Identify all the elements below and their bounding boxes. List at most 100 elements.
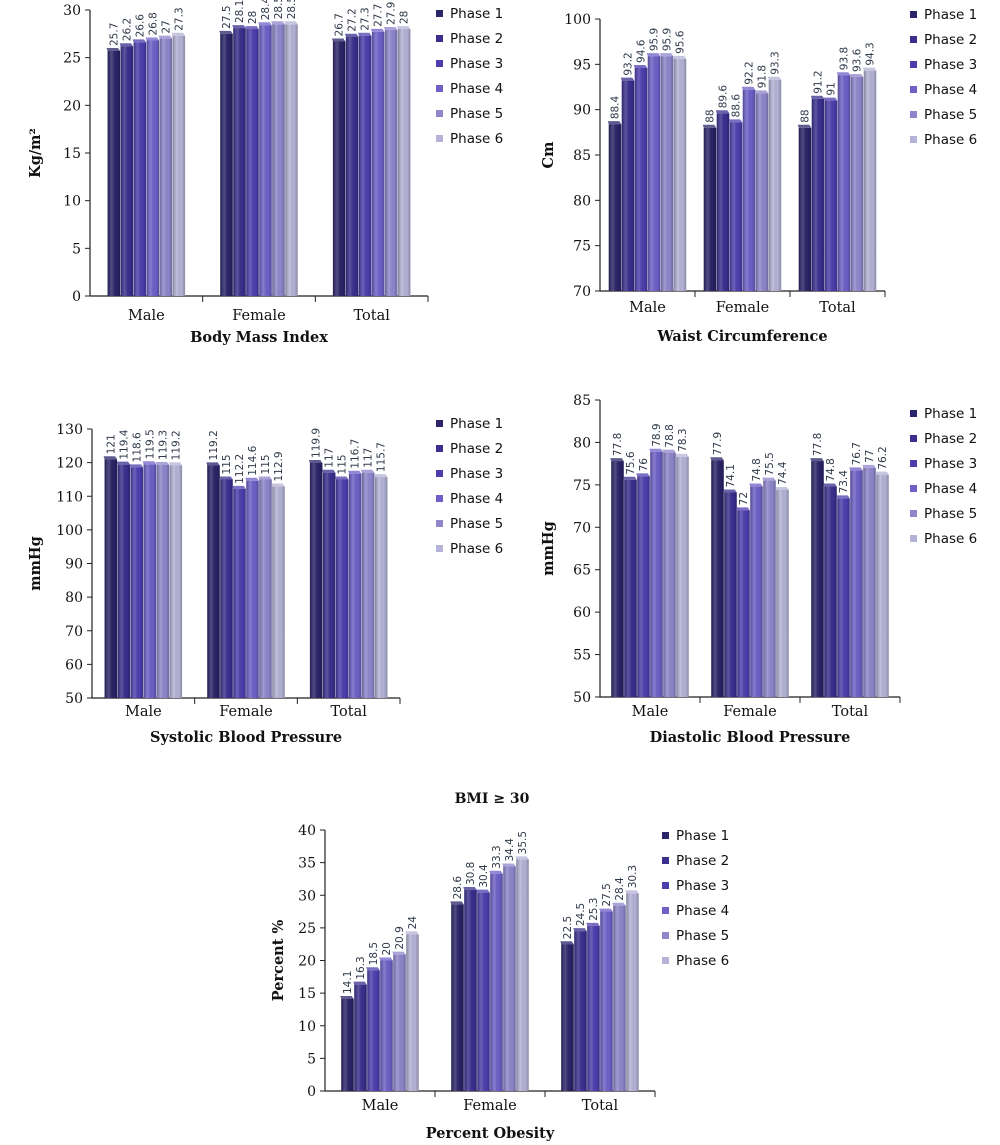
bar-cap — [357, 32, 372, 36]
x-tick-label: Total — [353, 308, 390, 324]
bar-shading — [850, 470, 863, 697]
y-axis-label: Percent % — [270, 920, 287, 1002]
chart-obesity: 0 5 10 15 20 25 30 35 40 Male Female Total 14.116.31… — [270, 791, 729, 1142]
bar-shading — [626, 893, 639, 1091]
bar-cap — [836, 495, 850, 499]
data-label: 27.2 — [347, 8, 359, 31]
data-label: 30.4 — [478, 864, 490, 888]
bar-cap — [849, 74, 864, 78]
bar-shading — [811, 98, 825, 291]
legend-entry: Phase 2 — [924, 431, 977, 447]
x-tick-label: Total — [582, 1098, 619, 1114]
bar-cap — [649, 448, 663, 452]
bar-shading — [367, 970, 380, 1091]
bar-cap — [672, 55, 687, 59]
bar-shading — [272, 24, 285, 297]
bar-cap — [450, 901, 464, 905]
data-label: 89.6 — [718, 85, 730, 109]
legend-entry: Phase 2 — [676, 853, 729, 869]
data-label: 93.6 — [852, 48, 864, 72]
data-label: 28.5 — [286, 0, 298, 19]
data-label: 77.8 — [812, 433, 824, 456]
legend-entry: Phase 2 — [450, 441, 503, 457]
bar-cap — [258, 476, 272, 480]
bar-cap — [659, 53, 674, 57]
bar-shading — [384, 30, 398, 297]
data-label: 76 — [638, 458, 650, 472]
legend: Phase 1 Phase 2 Phase 3 Phase 4 Phase 5 Phase… — [662, 828, 729, 969]
bar-cap — [347, 470, 362, 474]
legend-swatch — [910, 11, 917, 18]
bar-cap — [741, 86, 756, 90]
chart-title: Body Mass Index — [190, 329, 328, 346]
y-tick-label: 60 — [65, 657, 83, 673]
data-label: 72 — [738, 492, 750, 505]
y-tick-label: 65 — [573, 563, 591, 579]
data-label: 88 — [800, 109, 812, 122]
chart-suptitle: BMI ≥ 30 — [455, 791, 530, 807]
bar-cap — [245, 477, 259, 481]
bar-cap — [308, 459, 323, 463]
bar-shading — [107, 50, 121, 296]
bar-shading — [561, 944, 574, 1091]
bar-shading — [613, 905, 626, 1091]
bar-shading — [341, 998, 354, 1091]
y-tick-label: 10 — [63, 194, 81, 210]
legend-swatch — [436, 495, 443, 502]
bar-shading — [750, 486, 763, 697]
x-tick-label: Total — [819, 300, 856, 316]
bar-shading — [348, 473, 362, 698]
bar-cap — [366, 967, 380, 971]
bar-cap — [620, 77, 635, 81]
bar-cap — [340, 995, 354, 999]
data-label: 24 — [407, 916, 419, 930]
data-label: 78.9 — [651, 423, 663, 446]
y-tick-label: 10 — [298, 1019, 316, 1035]
bar-shading — [172, 35, 186, 297]
bar-shading — [503, 866, 516, 1091]
legend-swatch — [910, 410, 917, 417]
bar-cap — [875, 471, 889, 475]
y-tick-label: 80 — [65, 590, 83, 606]
bar-shading — [464, 890, 477, 1091]
data-label: 75.5 — [764, 452, 776, 475]
bar-shading — [663, 452, 676, 697]
bar-shading — [259, 479, 272, 698]
bar-cap — [599, 908, 613, 912]
bar-shading — [763, 480, 776, 697]
legend-swatch — [662, 832, 669, 839]
bar-cap — [132, 39, 147, 43]
bar-cap — [849, 467, 863, 471]
bar-cap — [823, 483, 837, 487]
legend-swatch — [436, 85, 443, 92]
legend-entry: Phase 5 — [924, 107, 977, 123]
legend-swatch — [436, 520, 443, 527]
y-tick-label: 95 — [573, 57, 591, 73]
data-label: 118.6 — [131, 432, 143, 462]
bar-shading — [397, 29, 411, 297]
bar-shading — [600, 911, 613, 1091]
bar-cap — [344, 33, 359, 37]
bar-cap — [623, 476, 637, 480]
legend-swatch — [436, 420, 443, 427]
legend-entry: Phase 6 — [676, 953, 729, 969]
legend-swatch — [436, 445, 443, 452]
bar-shading — [837, 498, 850, 697]
legend-swatch — [910, 136, 917, 143]
data-label: 27 — [160, 20, 172, 33]
data-label: 73.4 — [838, 470, 850, 494]
data-label: 27.7 — [373, 4, 385, 27]
legend-entry: Phase 1 — [924, 406, 977, 422]
data-label: 16.3 — [355, 956, 367, 979]
legend-entry: Phase 5 — [676, 928, 729, 944]
bar-cap — [775, 486, 789, 490]
bar-shading — [335, 479, 349, 698]
bar-cap — [662, 449, 676, 453]
bar-shading — [246, 480, 259, 698]
y-axis-label: Kg/m² — [27, 128, 44, 178]
legend-swatch — [436, 60, 443, 67]
bar-shading — [322, 472, 336, 698]
legend-swatch — [910, 36, 917, 43]
